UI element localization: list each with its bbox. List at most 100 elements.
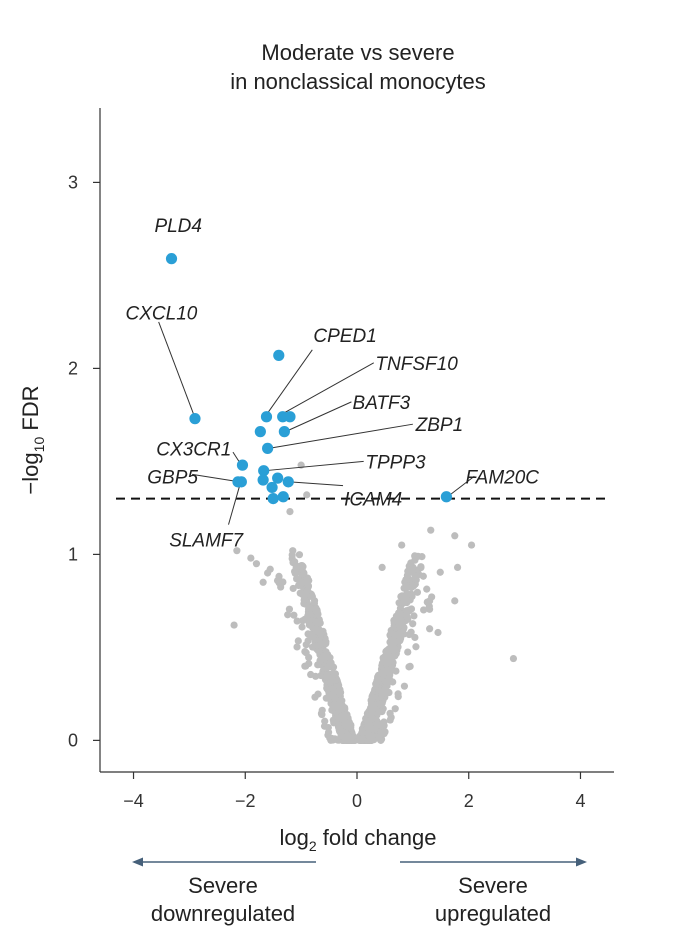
gene-label-pld4: PLD4 [154,216,202,237]
background-point [404,648,412,656]
background-point [247,554,255,562]
gene-label-gbp5: GBP5 [147,467,198,488]
background-point [403,583,411,591]
left-arrow-head [132,857,143,867]
y-tick-label: 1 [68,544,78,564]
significant-point-icam4 [282,476,294,488]
background-point [294,637,302,645]
right-arrow-head [576,857,587,867]
x-tick-label: −2 [235,791,256,811]
gene-label-batf3: BATF3 [353,393,411,414]
axes: 0 1 2 3 −4 −2 0 2 4 [68,108,614,811]
left-direction-label-line-2: downregulated [151,901,295,926]
background-point [340,711,348,719]
background-point [426,597,434,605]
y-axis-label-subscript: 10 [31,437,47,453]
background-point [413,588,422,596]
right-direction-label-line-2: upregulated [435,901,551,926]
background-point [233,547,241,555]
background-point [451,597,459,605]
background-point [418,553,426,561]
background-point [317,709,326,718]
background-point [314,610,322,618]
background-point [409,582,418,590]
background-point [371,725,379,733]
left-direction-label-line-1: Severe [188,873,258,898]
background-point [378,563,386,572]
chart-title-line-2: in nonclassical monocytes [230,69,486,94]
background-point [323,673,331,681]
background-point [385,674,393,682]
y-axis-label: −log10 FDR [18,385,47,494]
background-point [303,587,311,595]
background-point [374,672,382,680]
background-point [368,693,377,702]
background-point [285,605,294,613]
significant-points [165,253,452,505]
svg-text:−log10 FDR: −log10 FDR [18,385,47,494]
leader-line-tnfsf10 [283,362,375,414]
background-point [394,616,402,624]
background-point [311,625,319,633]
background-point [386,716,394,724]
x-tick-label: 4 [575,791,585,811]
background-point [301,647,309,656]
background-point [305,576,313,585]
background-point [381,685,389,693]
background-point [412,643,420,651]
background-point [381,728,389,736]
svg-text:log2 fold change: log2 fold change [279,825,436,854]
background-point [436,568,444,576]
gene-label-fam20c: FAM20C [465,467,539,488]
background-point [316,656,324,665]
gene-label-tppp3: TPPP3 [365,452,426,473]
background-point [413,572,421,580]
leader-line-fam20c [447,475,475,498]
leader-line-cxcl10 [158,321,195,416]
background-point [427,526,435,534]
background-point [336,686,344,694]
significant-point [267,492,279,505]
background-point [304,637,312,645]
background-point [329,685,337,693]
background-point [395,609,403,617]
leader-line-icam4 [289,481,344,487]
significant-point-fam20c [440,491,452,503]
background-point [335,705,343,714]
background-point [331,701,339,709]
background-point [307,604,315,612]
background-point [328,676,336,684]
background-point [293,617,301,625]
background-point [329,669,338,677]
leader-line-slamf7 [228,485,241,525]
background-point [425,605,434,613]
background-point [293,643,301,651]
background-point [381,653,389,662]
background-point [358,728,366,737]
significant-point [272,472,284,484]
significant-point-cped1 [260,411,273,423]
background-points [230,461,518,744]
y-tick-label: 0 [68,730,78,750]
gene-label-zbp1: ZBP1 [415,415,464,436]
background-point [451,532,459,540]
background-point [407,628,415,636]
background-point [409,620,417,628]
significant-point-slamf7 [232,476,244,488]
background-point [395,637,404,645]
background-point [392,667,400,675]
background-point [411,633,419,642]
significant-point-tppp3 [258,465,270,477]
background-point [345,719,353,727]
background-point [400,682,409,690]
background-point [397,592,405,601]
background-point [398,541,406,549]
background-point [321,717,329,725]
background-point [322,651,330,659]
background-point [423,585,431,593]
background-point [395,622,403,630]
right-direction-label-line-1: Severe [458,873,528,898]
x-tick-label: −4 [123,791,144,811]
gene-label-tnfsf10: TNFSF10 [375,354,458,375]
